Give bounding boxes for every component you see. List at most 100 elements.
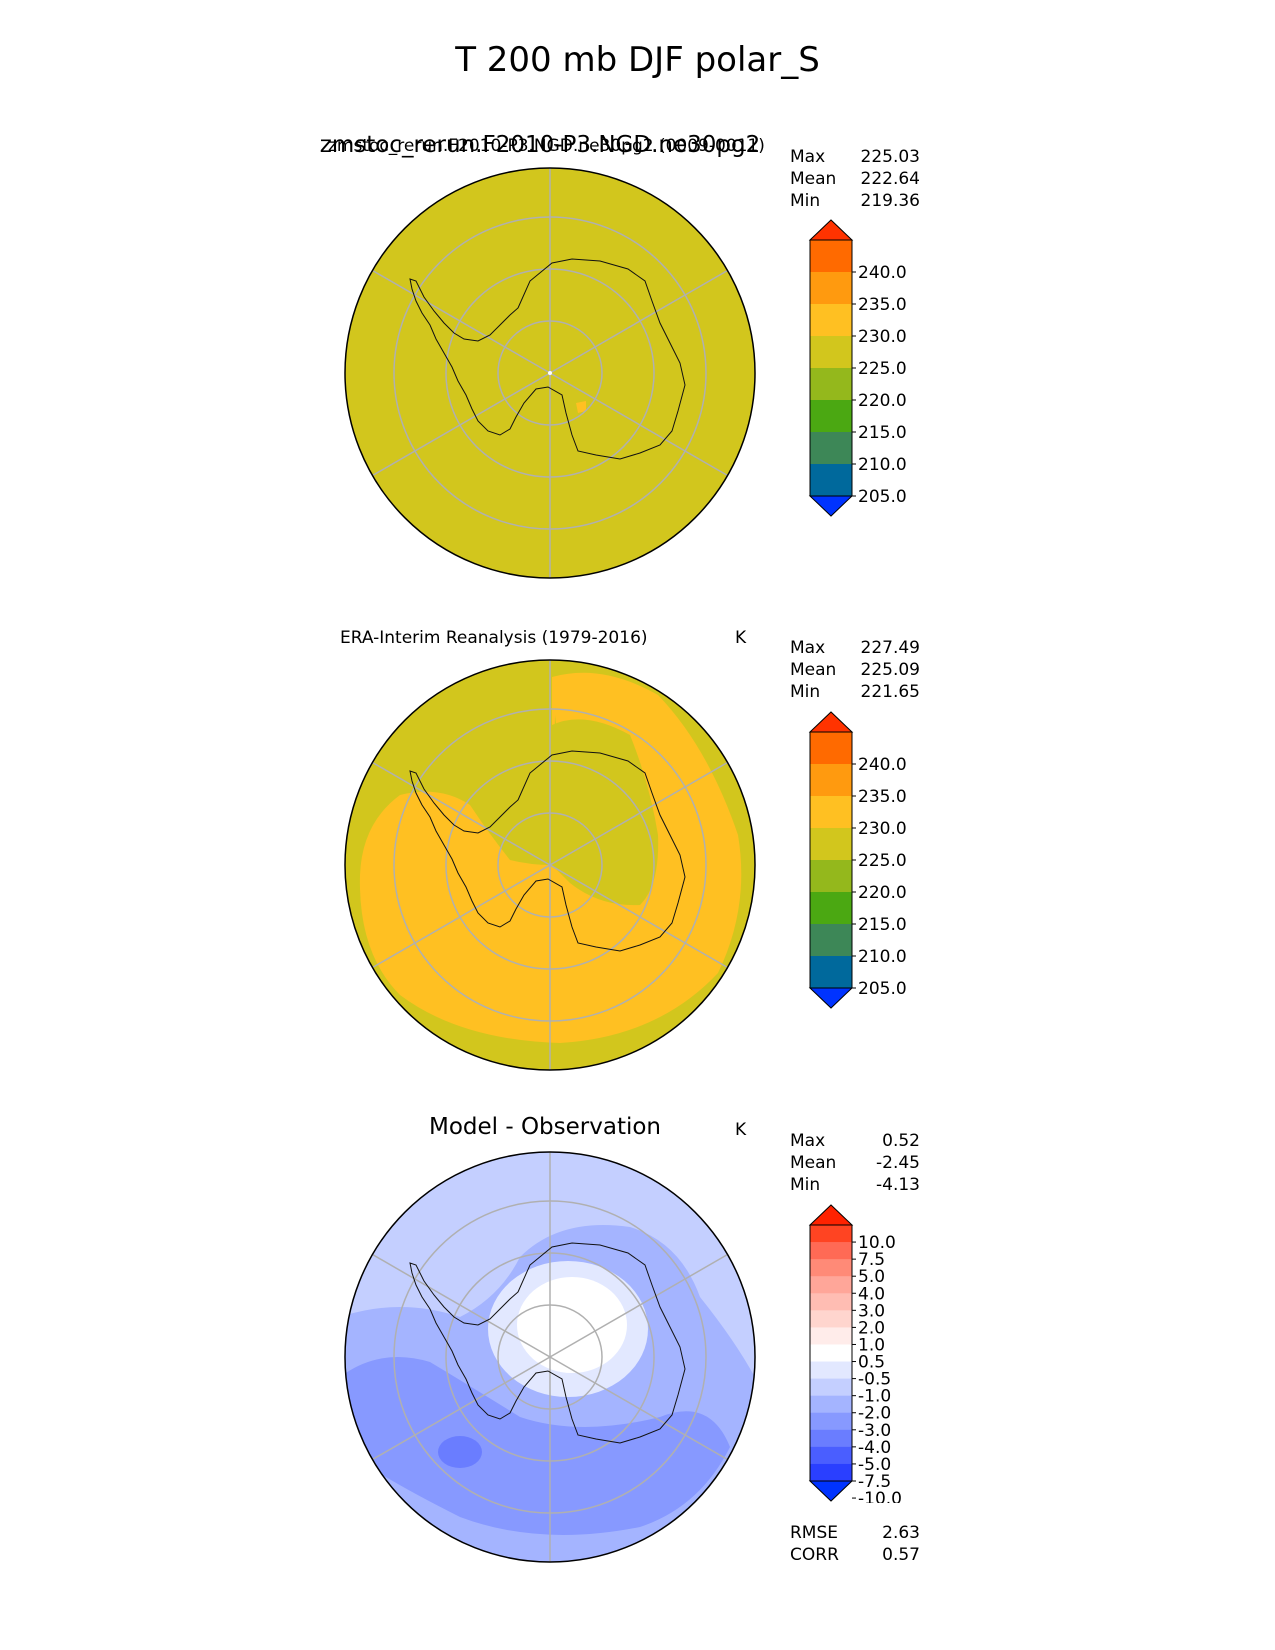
panel-2-units: K bbox=[735, 628, 747, 648]
colorbar-bin bbox=[810, 924, 852, 957]
colorbar-bin bbox=[810, 1310, 852, 1328]
colorbar-bin bbox=[810, 1412, 852, 1431]
antarctica-coastline bbox=[409, 750, 686, 952]
colorbar-bin bbox=[810, 1463, 852, 1482]
colorbar-tick-label: 220.0 bbox=[858, 883, 907, 903]
stat-max: 0.52 bbox=[882, 1131, 920, 1151]
colorbar-tick-label: -10.0 bbox=[858, 1489, 902, 1503]
colorbar-bin bbox=[810, 1378, 852, 1397]
metric-corr: 0.57 bbox=[882, 1545, 920, 1565]
colorbar-tick-label: 1.0 bbox=[858, 1335, 885, 1355]
colorbar-bin bbox=[810, 1429, 852, 1448]
field-225-230 bbox=[359, 672, 742, 1043]
colorbar-extend-min bbox=[808, 495, 854, 517]
colorbar-bin bbox=[810, 860, 852, 893]
meridian-line bbox=[372, 269, 551, 374]
colorbar-tick-label: 235.0 bbox=[858, 787, 907, 807]
colorbar-bin bbox=[810, 1293, 852, 1311]
stat-max: 225.03 bbox=[860, 147, 920, 167]
colorbar-tick-label: 5.0 bbox=[858, 1267, 885, 1287]
panel-1-title: zmstoc_rerun.F2010-P3.NGD.ne30pg2 bbox=[319, 132, 761, 158]
colorbar-tick-label: 240.0 bbox=[858, 755, 907, 775]
colorbar-tick-label: 215.0 bbox=[858, 915, 907, 935]
stat-mean: -2.45 bbox=[876, 1153, 920, 1173]
colorbar-tick-label: 210.0 bbox=[858, 947, 907, 967]
colorbar-extend-min bbox=[808, 987, 854, 1009]
graticule bbox=[372, 660, 728, 1070]
colorbar-tick-label: -0.5 bbox=[858, 1370, 891, 1390]
colorbar-bin bbox=[810, 272, 852, 305]
colorbar-bin bbox=[810, 892, 852, 925]
colorbar-tick-label: 4.0 bbox=[858, 1284, 885, 1304]
colorbar-bin bbox=[810, 1242, 852, 1260]
colorbar-bin bbox=[810, 1276, 852, 1294]
meridian-line bbox=[549, 1356, 728, 1461]
stat-label-mean: Mean bbox=[790, 169, 837, 189]
stat-label-mean: Mean bbox=[790, 1153, 837, 1173]
colorbar-bin bbox=[810, 764, 852, 797]
graticule bbox=[372, 1152, 728, 1562]
stat-label-min: Min bbox=[790, 1175, 821, 1195]
stat-max: 227.49 bbox=[860, 638, 920, 658]
colorbar-bin bbox=[810, 1327, 852, 1345]
colorbar-bin bbox=[810, 336, 852, 369]
colorbar-tick-label: 215.0 bbox=[858, 423, 907, 443]
metric-label-corr: CORR bbox=[790, 1545, 839, 1565]
field-minus3-minus4 bbox=[345, 1357, 730, 1535]
colorbar-tick-label: -4.0 bbox=[858, 1438, 891, 1458]
panel-2-colorbar: 240.0 235.0 230.0 225.0 220.0 215.0 210.0 205.0… bbox=[808, 711, 907, 1009]
colorbar-tick-label: 0.5 bbox=[858, 1353, 885, 1373]
colorbar-bin bbox=[810, 956, 852, 989]
meridian-line bbox=[372, 1356, 551, 1461]
graticule bbox=[372, 168, 728, 578]
colorbar-bin bbox=[810, 1344, 852, 1363]
antarctica-coastline bbox=[409, 1242, 686, 1444]
colorbar-tick-label: -1.0 bbox=[858, 1387, 891, 1407]
colorbar-bin bbox=[810, 240, 852, 273]
stat-label-min: Min bbox=[790, 191, 821, 211]
colorbar-tick-label: 205.0 bbox=[858, 979, 907, 999]
colorbar-bin bbox=[810, 432, 852, 465]
colorbar-tick-label: 2.0 bbox=[858, 1318, 885, 1338]
colorbar-tick-label: -3.0 bbox=[858, 1421, 891, 1441]
panel-3-colorbar: 10.07.55.04.03.02.01.00.5-0.5-1.0-2.0-3.… bbox=[808, 1204, 902, 1503]
colorbar-tick-label: 210.0 bbox=[858, 455, 907, 475]
colorbar-bin bbox=[810, 464, 852, 497]
colorbar-tick-label: 225.0 bbox=[858, 851, 907, 871]
page-title: T 200 mb DJF polar_S bbox=[455, 40, 820, 80]
colorbar-bin bbox=[810, 796, 852, 829]
metric-label-rmse: RMSE bbox=[790, 1523, 839, 1543]
meridian-line bbox=[372, 372, 551, 477]
stat-min: -4.13 bbox=[876, 1175, 920, 1195]
panel-3-units: K bbox=[735, 1120, 747, 1140]
panel-2-subtitle: ERA-Interim Reanalysis (1979-2016) bbox=[340, 628, 648, 648]
panel-1-colorbar: 240.0 235.0 230.0 225.0 220.0 215.0 210.0 205.0… bbox=[808, 219, 907, 517]
panel-3-map bbox=[344, 1151, 756, 1563]
colorbar-tick-label: 230.0 bbox=[858, 327, 907, 347]
stat-label-max: Max bbox=[790, 147, 826, 167]
meridian-line bbox=[549, 269, 728, 374]
panel-3-title: Model - Observation bbox=[428, 1114, 662, 1140]
antarctica-coastline bbox=[409, 258, 686, 460]
colorbar-extend-max bbox=[808, 1204, 854, 1226]
colorbar-tick-label: 230.0 bbox=[858, 819, 907, 839]
stat-label-min: Min bbox=[790, 682, 821, 702]
field-225-230 bbox=[576, 401, 586, 413]
map-border bbox=[344, 659, 756, 1071]
metric-rmse: 2.63 bbox=[882, 1523, 920, 1543]
meridian-line bbox=[372, 761, 551, 866]
colorbar-tick-label: 220.0 bbox=[858, 391, 907, 411]
colorbar-tick-label: 240.0 bbox=[858, 263, 907, 283]
panel-1-subtitle: zmstoc_rerun.F2010-P3.NGD.ne30pg2 (0009-… bbox=[328, 136, 765, 156]
stat-min: 219.36 bbox=[860, 191, 920, 211]
colorbar-extend-max bbox=[808, 219, 854, 241]
colorbar-extend-min bbox=[808, 1480, 854, 1502]
colorbar-bin bbox=[810, 1259, 852, 1277]
meridian-line bbox=[372, 864, 551, 969]
stat-label-max: Max bbox=[790, 638, 826, 658]
meridian-line bbox=[549, 864, 728, 969]
colorbar-bin bbox=[810, 732, 852, 765]
colorbar-tick-label: -2.0 bbox=[858, 1404, 891, 1424]
field-minus4-minus5 bbox=[438, 1436, 482, 1468]
stat-mean: 222.64 bbox=[860, 169, 920, 189]
